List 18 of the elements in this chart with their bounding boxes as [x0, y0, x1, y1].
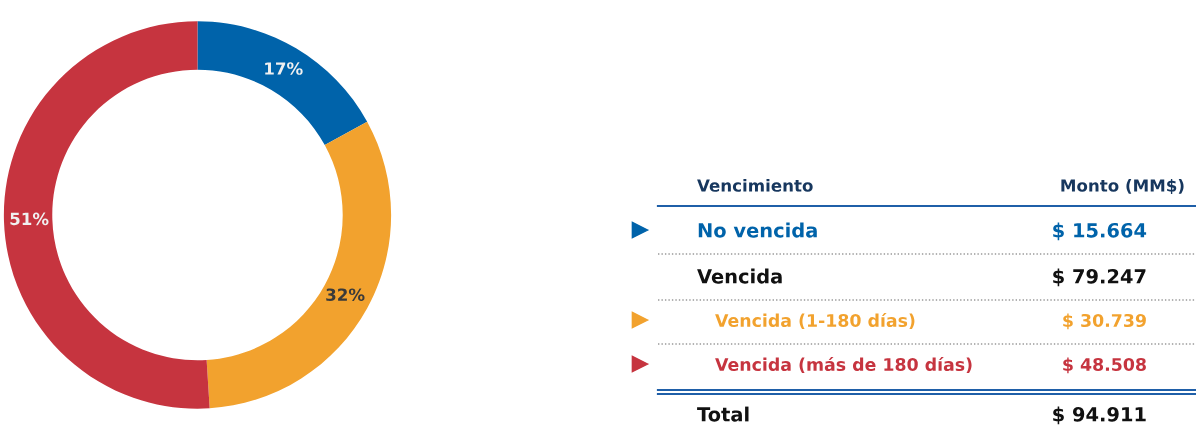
category-label: Total	[697, 406, 749, 422]
text: $ 48.508	[1063, 357, 1146, 374]
data-label: 32%	[326, 288, 365, 301]
text: Monto (MM$)	[1061, 178, 1184, 195]
text: $ 15.664	[1053, 222, 1147, 241]
category-label: No vencida	[698, 222, 817, 238]
category-label: Vencida (más de 180 días)	[715, 356, 972, 374]
donut-slice	[197, 21, 368, 146]
text: Vencimiento	[697, 178, 813, 192]
category-label: Vencida	[697, 268, 782, 284]
category-label: Vencida (1-180 días)	[715, 312, 915, 330]
data-label: 17%	[265, 62, 303, 75]
text: $ 79.247	[1053, 268, 1146, 287]
donut-slice	[206, 121, 392, 409]
donut-slice	[3, 21, 210, 409]
data-label: 51%	[10, 212, 49, 226]
text: $ 30.739	[1063, 313, 1146, 330]
text: $ 94.911	[1053, 406, 1146, 425]
